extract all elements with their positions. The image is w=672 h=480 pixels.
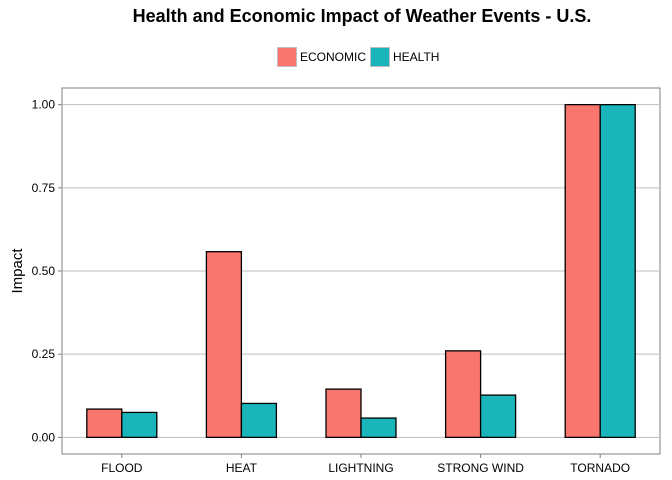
gridlines <box>62 104 660 438</box>
bar-health-flood <box>121 411 158 439</box>
legend-item-economic: ECONOMIC <box>277 47 366 67</box>
x-tick-label: TORNADO <box>570 461 630 475</box>
bar-economic-tornado <box>564 103 601 439</box>
bar-economic-strong-wind <box>444 350 482 439</box>
y-tick-label: 0.25 <box>32 347 56 361</box>
bar-health-strong-wind <box>479 394 517 439</box>
y-axis-title: Impact <box>9 248 26 294</box>
legend-item-health: HEALTH <box>370 47 439 67</box>
legend-label-economic: ECONOMIC <box>300 50 366 64</box>
bar-economic-flood <box>86 408 123 439</box>
bar-health-lightning <box>360 417 397 439</box>
legend-swatch-health <box>370 47 390 67</box>
bar-health-heat <box>240 402 278 439</box>
bar-economic-heat <box>205 251 243 439</box>
x-tick-label: LIGHTNING <box>328 461 393 475</box>
x-tick-label: FLOOD <box>101 461 143 475</box>
y-tick-label: 0.75 <box>32 181 56 195</box>
y-axis: 0.00 0.25 0.50 0.75 1.00 <box>32 98 62 444</box>
bars <box>86 103 636 439</box>
y-tick-label: 0.50 <box>32 264 56 278</box>
bar-economic-lightning <box>325 388 362 439</box>
legend-swatch-economic <box>277 47 297 67</box>
y-tick-label: 1.00 <box>32 98 56 112</box>
bar-health-tornado <box>599 103 636 439</box>
y-tick-label: 0.00 <box>32 430 56 444</box>
x-axis: FLOOD HEAT LIGHTNING STRONG WIND TORNADO <box>101 454 630 475</box>
legend-label-health: HEALTH <box>393 50 440 64</box>
legend: ECONOMIC HEALTH <box>277 47 443 67</box>
x-tick-label: STRONG WIND <box>437 461 524 475</box>
x-tick-label: HEAT <box>226 461 258 475</box>
chart-title: Health and Economic Impact of Weather Ev… <box>132 6 592 26</box>
